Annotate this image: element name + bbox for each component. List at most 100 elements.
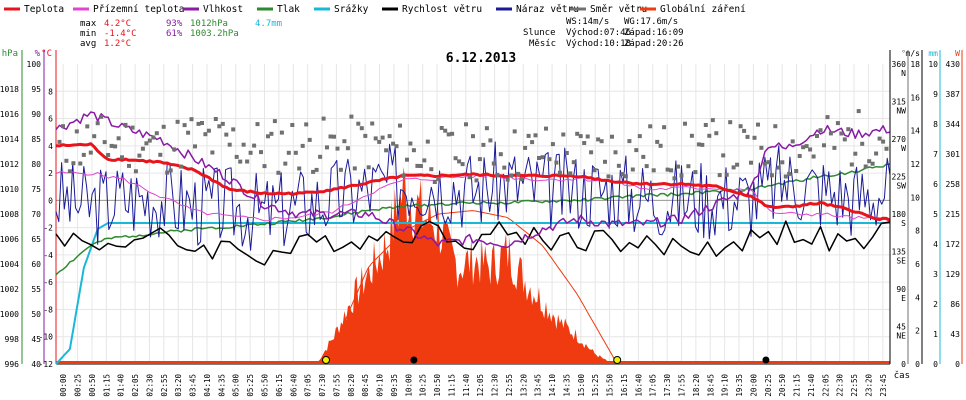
wind-direction-point (95, 121, 100, 126)
x-tick-label: 15:00 (577, 374, 586, 397)
wind-direction-point (738, 124, 743, 129)
chart-title: 6.12.2013 (446, 51, 516, 66)
x-tick-label: 12:55 (505, 374, 514, 397)
tick-label-humidity: 45 (31, 335, 41, 344)
tick-label-wind_speed: 0 (915, 360, 920, 369)
wind-direction-point (707, 133, 712, 138)
x-tick-label: 16:15 (620, 374, 629, 397)
x-axis-label: čas (894, 370, 910, 381)
tick-label-wind_speed: 6 (915, 260, 920, 269)
wind-direction-point (356, 121, 361, 126)
tick-label-wind_direction: 135 (892, 248, 907, 257)
wind-direction-point (359, 126, 364, 131)
wind-direction-point (867, 159, 872, 164)
wind-direction-point (630, 167, 635, 172)
tick-label-wind_speed: 4 (915, 293, 920, 302)
wind-direction-point (335, 146, 340, 151)
wind-direction-point (780, 160, 785, 165)
compass-label: SW (896, 182, 906, 191)
wind-direction-point (387, 134, 392, 139)
wind-direction-point (717, 173, 722, 178)
tick-label-precipitation: 0 (933, 360, 938, 369)
x-tick-label: 11:40 (462, 374, 471, 397)
legend-label: Tlak (277, 4, 300, 15)
x-tick-label: 07:30 (318, 374, 327, 397)
wind-direction-point (530, 140, 535, 145)
wind-direction-point (175, 119, 180, 124)
tick-label-wind_speed: 16 (910, 93, 920, 102)
wind-direction-point (655, 139, 660, 144)
wind-direction-point (332, 134, 336, 139)
x-tick-label: 10:00 (404, 374, 413, 397)
legend-label: Vlhkost (203, 4, 243, 15)
wind-direction-point (669, 168, 674, 173)
info-moon-rise: Východ:10:18 (566, 39, 631, 49)
stats-humidity: 93% (166, 19, 183, 29)
series-precipitation (55, 222, 890, 365)
x-tick-label: 20:00 (749, 374, 758, 397)
tick-label-humidity: 95 (31, 85, 41, 94)
wind-direction-point (92, 134, 97, 139)
series-wind-speed (55, 220, 891, 266)
wind-direction-point (349, 114, 354, 119)
info-moon-label: Měsíc (529, 39, 556, 49)
tick-label-wind_speed: 18 (910, 60, 920, 69)
tick-label-wind_speed: 10 (910, 193, 920, 202)
stats-temp: -1.4°C (104, 29, 137, 39)
axis-unit-humidity: % (35, 49, 41, 59)
wind-direction-point (151, 135, 156, 140)
wind-direction-point (846, 127, 851, 132)
wind-direction-point (477, 157, 482, 162)
wind-direction-point (731, 165, 736, 170)
tick-label-temperature: 0 (48, 196, 53, 205)
wind-direction-point (276, 170, 281, 175)
wind-direction-point (547, 157, 552, 162)
wind-direction-point (130, 125, 135, 130)
tick-label-pressure: 1014 (0, 135, 19, 144)
wind-direction-point (377, 139, 382, 144)
wind-direction-point (752, 135, 757, 140)
x-tick-label: 21:15 (793, 374, 802, 397)
x-tick-label: 10:50 (433, 374, 442, 397)
info-wind-speed: WS:14m/s (566, 17, 609, 27)
compass-label: NE (896, 332, 906, 341)
wind-direction-point (71, 161, 76, 166)
wind-direction-point (450, 131, 455, 136)
wind-direction-point (613, 150, 618, 155)
wind-direction-point (599, 139, 604, 144)
wind-direction-point (502, 165, 507, 170)
tick-label-radiation: 129 (946, 270, 961, 279)
wind-direction-point (484, 126, 489, 131)
wind-direction-point (408, 141, 413, 146)
stats-row-label: min (80, 29, 96, 39)
stats-humidity: 61% (166, 29, 183, 39)
wind-direction-point (279, 130, 284, 135)
tick-label-humidity: 80 (31, 160, 41, 169)
wind-direction-point (523, 145, 528, 150)
x-tick-label: 06:15 (275, 374, 284, 397)
wind-direction-point (651, 168, 656, 173)
wind-direction-point (794, 169, 799, 173)
tick-label-wind_speed: 2 (915, 327, 920, 336)
wind-direction-point (853, 151, 858, 156)
wind-direction-point (773, 124, 778, 129)
tick-label-precipitation: 6 (933, 180, 938, 189)
x-tick-label: 03:20 (174, 374, 183, 397)
wind-direction-point (217, 124, 222, 129)
wind-direction-point (762, 161, 767, 166)
x-tick-label: 02:05 (131, 374, 140, 397)
x-tick-label: 21:40 (807, 374, 816, 397)
wind-direction-point (512, 129, 517, 134)
wind-direction-point (238, 159, 243, 164)
wind-direction-point (411, 148, 416, 153)
x-tick-label: 14:35 (562, 374, 571, 397)
x-tick-label: 07:05 (304, 374, 313, 397)
info-wind-gust: WG:17.6m/s (624, 17, 678, 27)
wind-direction-point (206, 128, 211, 133)
wind-direction-point (627, 139, 632, 144)
wind-direction-point (252, 143, 257, 148)
wind-direction-point (140, 146, 145, 151)
x-tick-label: 22:30 (836, 374, 845, 397)
tick-label-wind_speed: 14 (910, 127, 920, 136)
tick-label-precipitation: 4 (933, 240, 938, 249)
